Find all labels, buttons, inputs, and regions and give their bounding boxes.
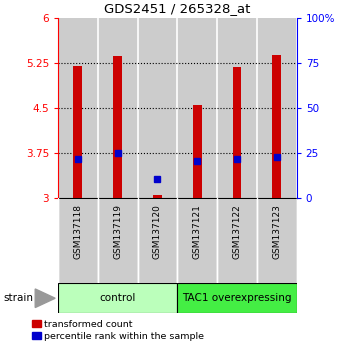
Bar <box>137 18 177 198</box>
Text: TAC1 overexpressing: TAC1 overexpressing <box>182 293 292 303</box>
Bar <box>137 198 177 283</box>
Bar <box>98 198 137 283</box>
Text: GSM137121: GSM137121 <box>193 204 202 259</box>
Bar <box>257 198 297 283</box>
Text: GSM137123: GSM137123 <box>272 204 281 259</box>
Bar <box>193 105 202 198</box>
Bar <box>217 18 257 198</box>
Bar <box>74 66 82 198</box>
Bar <box>153 195 162 198</box>
Bar <box>58 283 177 313</box>
Text: GSM137119: GSM137119 <box>113 204 122 259</box>
Text: GSM137120: GSM137120 <box>153 204 162 259</box>
Legend: transformed count, percentile rank within the sample: transformed count, percentile rank withi… <box>32 320 204 341</box>
Text: strain: strain <box>3 293 33 303</box>
Text: GSM137122: GSM137122 <box>233 204 241 259</box>
Bar <box>257 18 297 198</box>
Bar <box>177 198 217 283</box>
Bar <box>177 18 217 198</box>
Bar <box>217 198 257 283</box>
Polygon shape <box>35 289 55 308</box>
Bar <box>113 56 122 198</box>
Text: GSM137118: GSM137118 <box>73 204 83 259</box>
Bar <box>58 198 98 283</box>
Bar <box>58 18 98 198</box>
Text: control: control <box>100 293 136 303</box>
Bar <box>272 55 281 198</box>
Title: GDS2451 / 265328_at: GDS2451 / 265328_at <box>104 2 251 15</box>
Bar <box>233 67 241 198</box>
Bar <box>177 283 297 313</box>
Bar <box>98 18 137 198</box>
